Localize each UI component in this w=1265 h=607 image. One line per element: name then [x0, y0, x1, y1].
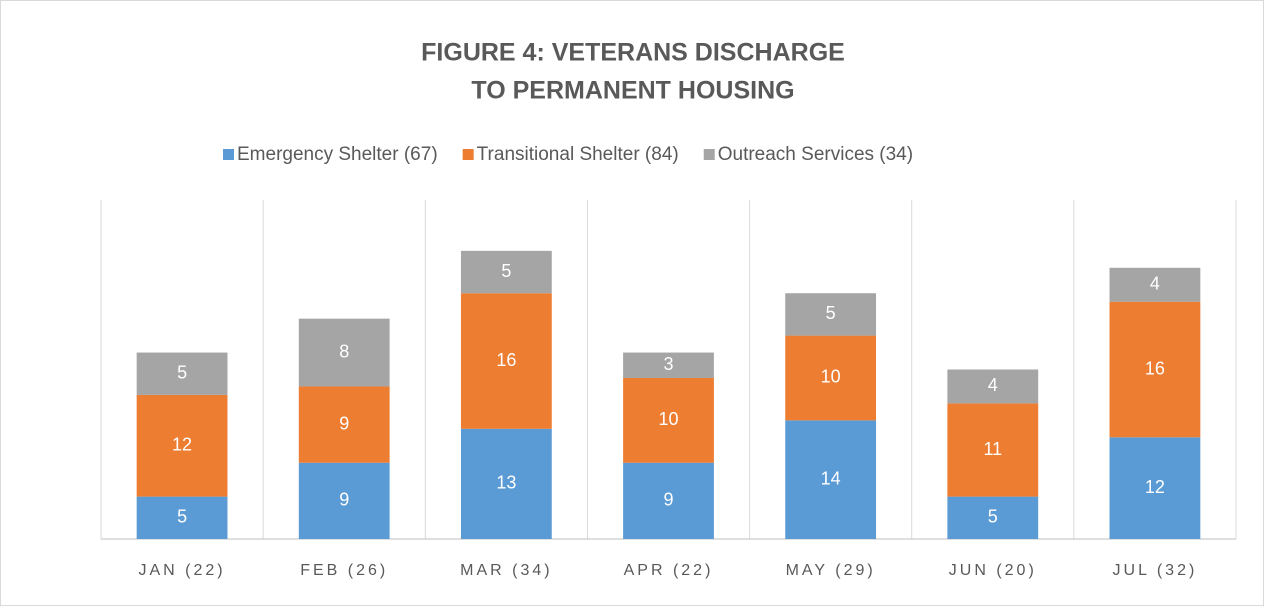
chart-title: TO PERMANENT HOUSING — [471, 77, 794, 105]
x-tick-label: MAR (34) — [460, 562, 552, 579]
bar-segment — [947, 496, 1039, 539]
data-label: 14 — [821, 468, 841, 488]
data-label: 5 — [988, 507, 998, 527]
legend-swatch — [462, 149, 474, 160]
legend-swatch — [223, 149, 234, 160]
data-label: 9 — [339, 490, 349, 510]
chart-title: FIGURE 4: VETERANS DISCHARGE — [421, 39, 845, 67]
bar-segment — [1109, 301, 1201, 438]
bar-segment — [136, 394, 228, 497]
data-label: 5 — [501, 261, 511, 281]
x-tick-label: MAY (29) — [786, 562, 876, 579]
bar-segment — [298, 462, 390, 539]
bar-segment — [947, 369, 1039, 404]
data-label: 10 — [821, 367, 841, 387]
bar-segment — [623, 462, 714, 539]
data-label: 4 — [1150, 274, 1160, 294]
data-label: 16 — [1145, 358, 1165, 378]
bar-segment — [785, 293, 877, 336]
legend-label: Transitional Shelter (84) — [477, 144, 679, 165]
data-label: 10 — [658, 409, 678, 429]
data-label: 12 — [1145, 477, 1165, 497]
legend-label: Outreach Services (34) — [718, 144, 913, 165]
x-tick-label: JAN (22) — [139, 562, 226, 579]
data-label: 4 — [988, 375, 998, 395]
bar-segment — [623, 377, 714, 463]
data-label: 3 — [663, 354, 673, 374]
data-label: 8 — [339, 341, 349, 361]
bar-segment — [298, 386, 390, 463]
data-label: 11 — [983, 439, 1002, 459]
data-label: 12 — [172, 435, 192, 455]
bar-segment — [136, 352, 228, 395]
data-label: 13 — [496, 473, 516, 493]
bar-segment — [947, 403, 1039, 497]
bar-segment — [1109, 437, 1201, 539]
bar-segment — [785, 420, 877, 539]
bar-segment — [623, 352, 714, 378]
data-label: 9 — [663, 490, 673, 510]
bar-segment — [460, 293, 552, 429]
x-tick-label: JUL (32) — [1113, 562, 1198, 579]
bar-segment — [785, 335, 877, 421]
data-label: 16 — [496, 350, 516, 370]
x-tick-label: FEB (26) — [300, 562, 388, 579]
bar-segment — [136, 496, 228, 539]
data-label: 5 — [826, 303, 836, 323]
x-tick-label: APR (22) — [624, 562, 714, 579]
x-tick-label: JUN (20) — [949, 562, 1037, 579]
bar-segment — [460, 428, 552, 539]
bar-segment — [298, 318, 390, 387]
legend-swatch — [703, 149, 715, 160]
bar-segment — [1109, 267, 1201, 302]
legend-label: Emergency Shelter (67) — [237, 144, 438, 165]
data-label: 5 — [177, 507, 187, 527]
data-label: 5 — [177, 362, 187, 382]
bar-segment — [460, 250, 552, 294]
data-label: 9 — [339, 413, 349, 433]
